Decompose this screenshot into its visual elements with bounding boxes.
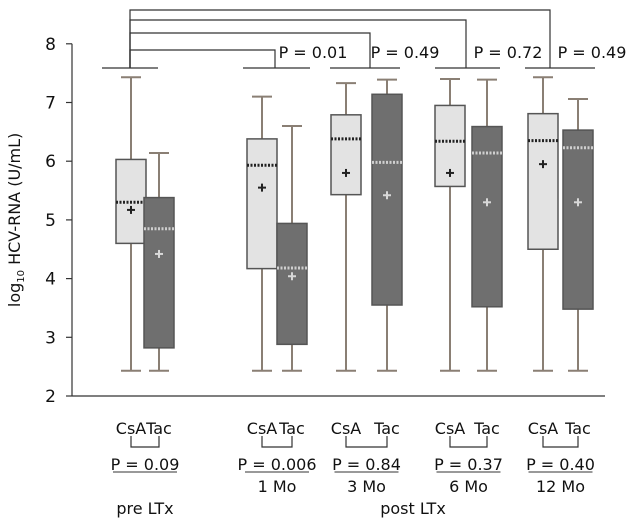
within-group-p-value: P = 0.37	[434, 455, 503, 474]
box-body	[330, 114, 362, 196]
time-label: 6 Mo	[449, 477, 488, 496]
within-group-bracket	[345, 436, 388, 448]
y-tick-label: 3	[45, 328, 56, 348]
box-csa	[246, 95, 278, 372]
box-tac	[143, 151, 175, 372]
comparison-brackets: P = 0.01 P = 0.49 P = 0.72 P = 0.49	[102, 9, 627, 69]
y-tick-label: 4	[45, 270, 56, 290]
category-label: CsA	[528, 419, 559, 438]
box-csa	[330, 82, 362, 372]
within-group-bracket	[261, 436, 293, 448]
within-group-p-value: P = 0.84	[332, 455, 401, 474]
axes: 2 3 4 5 6 7 8 log10 HCV-RNA (U/mL)	[5, 35, 605, 407]
y-tick-label: 2	[45, 387, 56, 407]
within-group-p-value: P = 0.09	[111, 455, 180, 474]
pre-ltx-label: pre LTx	[116, 499, 173, 518]
time-label: 3 Mo	[347, 477, 386, 496]
comparison-bracket-1mo	[129, 49, 276, 68]
time-label: 12 Mo	[536, 477, 585, 496]
post-ltx-label: post LTx	[380, 499, 446, 518]
category-label: CsA	[247, 419, 278, 438]
y-tick-label: 6	[45, 152, 56, 172]
y-tick-label: 8	[45, 35, 56, 55]
box-body	[143, 196, 175, 349]
within-group-bracket	[449, 436, 488, 448]
category-label: CsA	[116, 419, 147, 438]
category-label: Tac	[145, 419, 172, 438]
category-label: Tac	[373, 419, 400, 438]
box-csa	[434, 78, 466, 372]
boxes	[115, 76, 594, 372]
box-tac	[471, 78, 503, 372]
within-group-p-value: P = 0.40	[526, 455, 595, 474]
y-tick-label: 5	[45, 211, 56, 231]
comparison-bracket-12mo	[129, 9, 551, 68]
category-label: CsA	[435, 419, 466, 438]
category-label: Tac	[473, 419, 500, 438]
within-group-p-value: P = 0.006	[237, 455, 316, 474]
y-axis-title: log10 HCV-RNA (U/mL)	[5, 133, 27, 307]
category-label: CsA	[331, 419, 362, 438]
box-tac	[371, 78, 403, 372]
box-body	[527, 112, 559, 250]
comparison-p-value: P = 0.49	[558, 43, 627, 62]
box-body	[276, 222, 308, 346]
box-tac	[276, 124, 308, 372]
within-group-bracket	[130, 436, 160, 448]
y-tick-label: 7	[45, 94, 56, 114]
category-label: Tac	[564, 419, 591, 438]
time-label: 1 Mo	[258, 477, 297, 496]
category-label: Tac	[278, 419, 305, 438]
within-group-bracket	[542, 436, 579, 448]
box-body	[471, 125, 503, 308]
comparison-p-value: P = 0.49	[371, 43, 440, 62]
comparison-p-value: P = 0.72	[474, 43, 543, 62]
box-body	[246, 138, 278, 270]
box-tac	[562, 97, 594, 372]
box-body	[371, 93, 403, 306]
box-csa	[527, 76, 559, 372]
box-csa	[115, 76, 147, 372]
comparison-p-value: P = 0.01	[279, 43, 348, 62]
box-body	[562, 129, 594, 310]
